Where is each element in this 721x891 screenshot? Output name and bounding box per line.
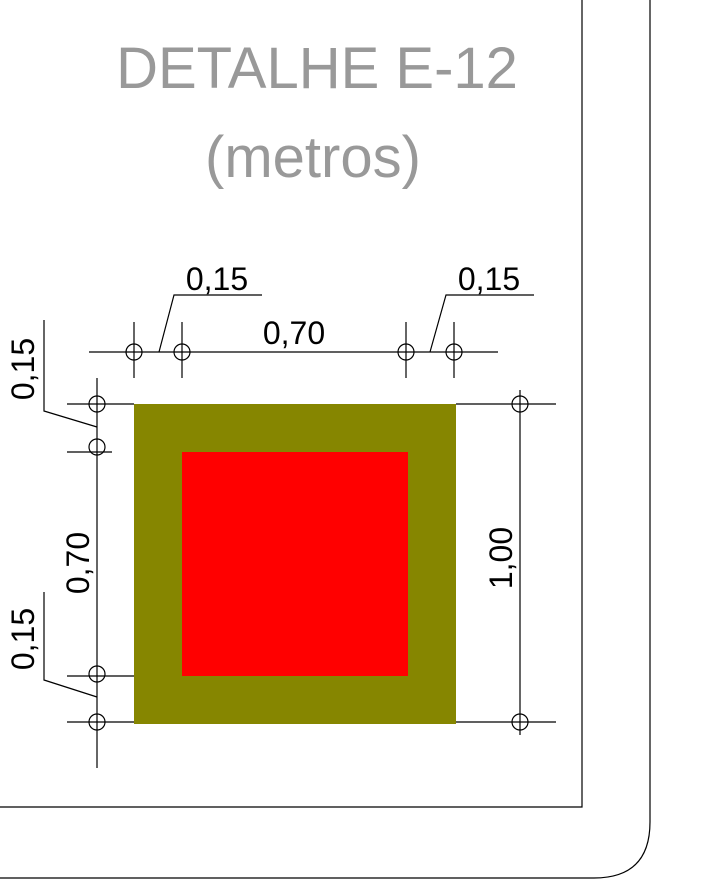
top-span-label: 0,70 <box>263 315 325 351</box>
top-dimension-chain: 0,15 0,70 0,15 <box>89 261 534 378</box>
left-span-label: 0,70 <box>60 532 96 594</box>
sheet-frame <box>0 0 651 879</box>
left-top-leader <box>43 320 98 428</box>
left-dimension-chain: 0,15 0,70 0,15 <box>5 320 134 768</box>
right-total-label: 1,00 <box>483 527 519 589</box>
top-tick-circle-3 <box>397 343 415 361</box>
top-tick-circle-4 <box>445 343 463 361</box>
top-right-offset-label: 0,15 <box>458 261 520 297</box>
right-dimension-chain: 1,00 <box>456 390 556 735</box>
inner-frame-border <box>0 0 583 808</box>
detail-title: DETALHE E-12 <box>116 36 518 101</box>
units-subtitle: (metros) <box>205 125 421 190</box>
left-top-offset-label: 0,15 <box>5 338 41 400</box>
right-tick-circle-top <box>511 395 529 413</box>
left-bottom-offset-label: 0,15 <box>5 608 41 670</box>
right-tick-circle-bottom <box>511 713 529 731</box>
top-right-leader <box>429 294 534 353</box>
top-tick-circle-1 <box>125 343 143 361</box>
left-tick-circle-3 <box>88 665 106 683</box>
outer-frame-border <box>0 0 651 879</box>
top-tick-circle-2 <box>173 343 191 361</box>
top-left-leader <box>158 294 262 353</box>
left-tick-circle-1 <box>88 395 106 413</box>
inner-column-core <box>182 452 408 676</box>
top-left-offset-label: 0,15 <box>186 261 248 297</box>
left-bottom-leader <box>43 592 98 698</box>
left-tick-circle-2 <box>88 438 106 456</box>
left-tick-circle-4 <box>88 713 106 731</box>
